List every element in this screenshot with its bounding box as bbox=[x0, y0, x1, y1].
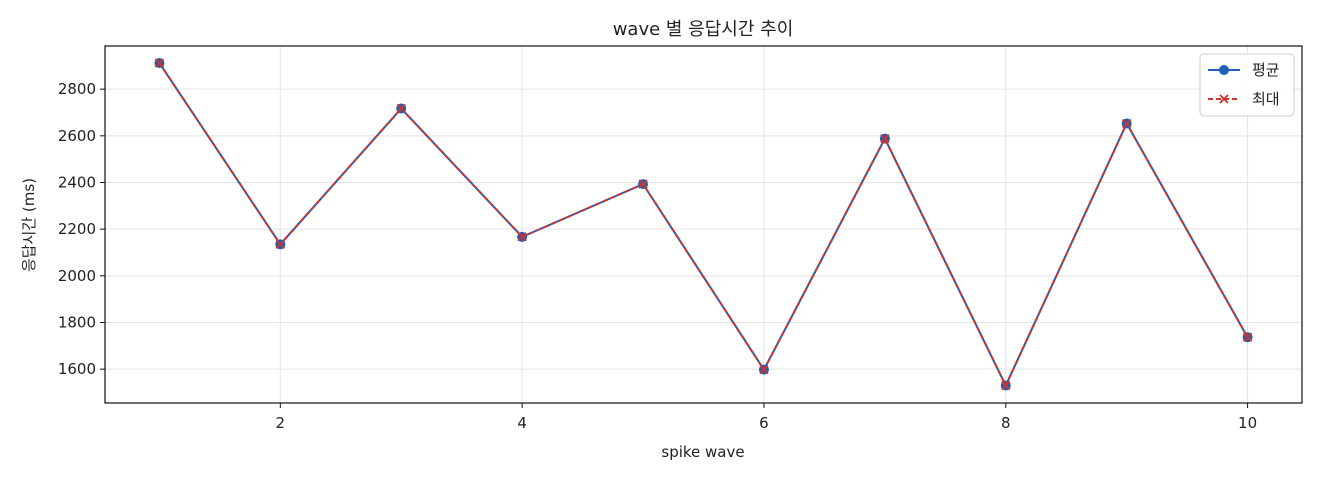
data-point bbox=[759, 364, 769, 375]
y-axis-label: 응답시간 (ms) bbox=[20, 178, 38, 272]
chart-title: wave 별 응답시간 추이 bbox=[613, 19, 794, 40]
series-2 bbox=[154, 58, 1253, 391]
x-tick-label: 2 bbox=[276, 414, 286, 432]
series-line bbox=[158, 62, 1249, 387]
data-point bbox=[638, 179, 648, 189]
data-point bbox=[1122, 118, 1132, 129]
legend-item: 최대 bbox=[1208, 90, 1280, 108]
x-axis-ticks: 2 4 6 8 10 bbox=[276, 403, 1257, 432]
y-tick-label: 1600 bbox=[58, 360, 96, 378]
y-axis-ticks: 1600 1800 2000 2200 2400 2600 2800 bbox=[58, 80, 105, 378]
plot-area bbox=[104, 45, 1303, 404]
y-tick-label: 2000 bbox=[58, 267, 96, 285]
x-tick-label: 6 bbox=[759, 414, 769, 432]
y-tick-label: 2400 bbox=[58, 174, 96, 192]
y-tick-label: 2600 bbox=[58, 127, 96, 145]
legend-item: 평균 bbox=[1208, 61, 1280, 79]
data-point bbox=[517, 232, 527, 242]
data-point bbox=[275, 239, 285, 249]
x-tick-label: 8 bbox=[1001, 414, 1011, 432]
legend-label: 평균 bbox=[1252, 61, 1280, 79]
series-layer bbox=[154, 58, 1253, 391]
y-tick-label: 2200 bbox=[58, 220, 96, 238]
data-point bbox=[396, 103, 406, 114]
legend-marker bbox=[1219, 94, 1229, 104]
series-line bbox=[158, 62, 1249, 387]
y-tick-label: 1800 bbox=[58, 314, 96, 332]
data-point bbox=[1001, 380, 1011, 391]
x-tick-label: 4 bbox=[517, 414, 527, 432]
series-1 bbox=[154, 58, 1253, 391]
legend-box bbox=[1199, 53, 1295, 117]
x-axis-label: spike wave bbox=[661, 443, 744, 461]
y-tick-label: 2800 bbox=[58, 80, 96, 98]
grid bbox=[105, 46, 1302, 403]
legend-label: 최대 bbox=[1252, 90, 1280, 108]
legend-marker bbox=[1219, 65, 1229, 75]
data-point bbox=[154, 58, 165, 68]
data-point bbox=[880, 133, 890, 144]
x-tick-label: 10 bbox=[1238, 414, 1257, 432]
data-point bbox=[1242, 332, 1253, 342]
